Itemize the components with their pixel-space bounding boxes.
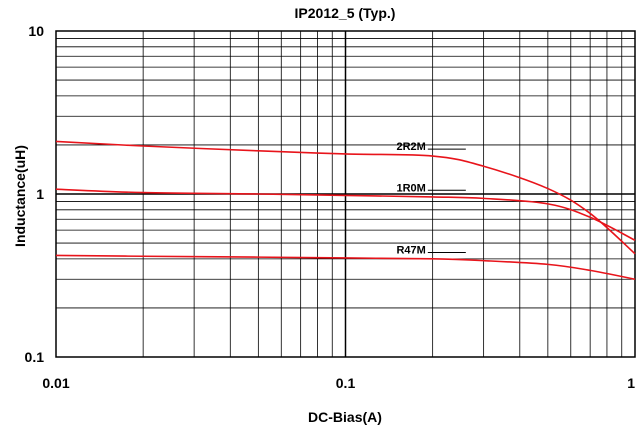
y-axis-label: Inductance(uH)	[12, 145, 28, 247]
x-axis-label: DC-Bias(A)	[308, 409, 382, 425]
series-line-1r0m	[55, 188, 636, 242]
series-label-2r2m: 2R2M	[396, 141, 425, 153]
series-line-r47m	[55, 254, 636, 281]
chart-title: IP2012_5 (Typ.)	[295, 5, 396, 21]
y-tick-label: 1	[36, 186, 44, 202]
plot-border	[55, 30, 636, 358]
y-tick-labels: 10 1 0.1	[25, 23, 45, 365]
series-line-2r2m	[55, 140, 636, 255]
y-tick-label: 0.1	[25, 349, 45, 365]
series-label-1r0m: 1R0M	[396, 182, 425, 194]
series-lines	[55, 140, 636, 281]
series-labels: 2R2M 1R0M R47M	[396, 141, 466, 256]
x-tick-labels: 0.01 0.1 1	[42, 375, 635, 391]
x-tick-label: 0.1	[336, 375, 356, 391]
y-tick-label: 10	[28, 23, 44, 39]
grid-lines	[56, 31, 635, 357]
series-label-r47m: R47M	[396, 244, 425, 256]
x-tick-label: 1	[627, 375, 635, 391]
x-tick-label: 0.01	[42, 375, 69, 391]
